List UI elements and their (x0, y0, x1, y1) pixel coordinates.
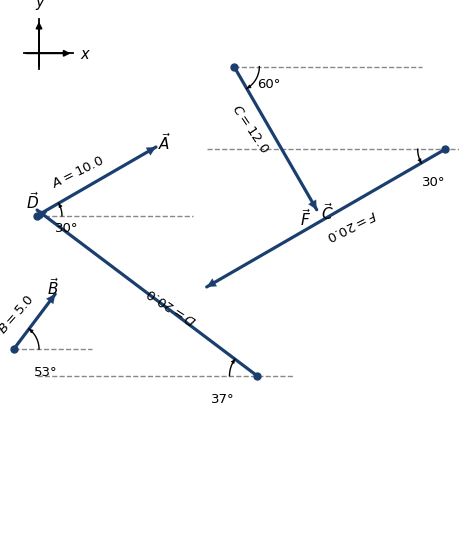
Text: 37°: 37° (211, 393, 235, 406)
Text: $D = 20.0$: $D = 20.0$ (145, 285, 200, 327)
Text: $C = 12.0$: $C = 12.0$ (229, 102, 271, 156)
Text: $\vec{D}$: $\vec{D}$ (26, 191, 39, 212)
Text: $y$: $y$ (35, 0, 46, 12)
Text: $F = 20.0$: $F = 20.0$ (324, 207, 379, 243)
Text: $A = 10.0$: $A = 10.0$ (50, 154, 106, 191)
Text: 30°: 30° (55, 222, 78, 235)
Text: 60°: 60° (257, 78, 280, 91)
Text: 53°: 53° (34, 367, 58, 379)
Text: $x$: $x$ (80, 47, 91, 62)
Text: $\vec{F}$: $\vec{F}$ (300, 208, 311, 229)
Text: $\vec{C}$: $\vec{C}$ (320, 201, 333, 222)
Text: $\vec{B}$: $\vec{B}$ (47, 277, 59, 298)
Text: $B = 5.0$: $B = 5.0$ (0, 293, 37, 337)
Text: $\vec{A}$: $\vec{A}$ (157, 132, 171, 153)
Text: 30°: 30° (422, 176, 446, 189)
